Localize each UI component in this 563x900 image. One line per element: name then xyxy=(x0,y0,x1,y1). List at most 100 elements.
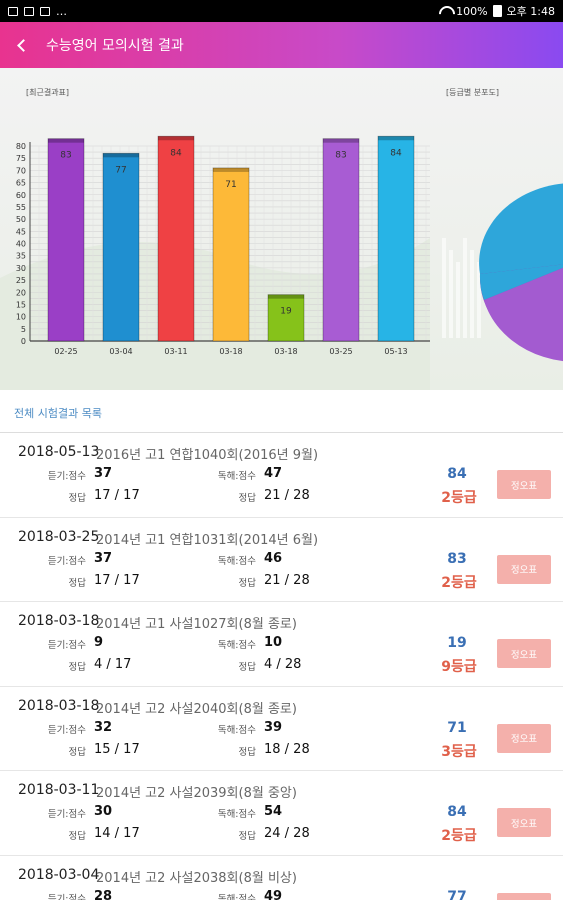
decorative-bar xyxy=(442,238,446,338)
answer-sheet-button[interactable]: 정오표 xyxy=(497,554,551,584)
bar-cap xyxy=(158,136,194,141)
total-score: 19 xyxy=(447,635,467,651)
bar xyxy=(322,138,360,342)
y-tick-label: 75 xyxy=(16,154,26,163)
answer-sheet-button[interactable]: 정오표 xyxy=(497,639,551,668)
reading-correct-value: 24 / 28 xyxy=(264,826,310,841)
y-tick-label: 0 xyxy=(21,337,26,346)
listening-score-value: 37 xyxy=(94,550,113,566)
status-bar: … 100% 오후 1:48 xyxy=(0,0,563,22)
result-row[interactable]: 2018-05-13 2016년 고1 연합1040회(2016년 9월) 듣기… xyxy=(0,433,563,518)
result-exam-name: 2014년 고1 연합1031회(2014년 6월) xyxy=(96,532,319,548)
listening-score-label: 듣기:점수 xyxy=(47,724,86,736)
y-tick-label: 40 xyxy=(16,240,26,249)
listening-score-value: 32 xyxy=(94,719,113,735)
answer-sheet-button[interactable]: 정오표 xyxy=(497,470,551,499)
page-title: 수능영어 모의시험 결과 xyxy=(46,38,184,54)
listening-correct-value: 15 / 17 xyxy=(94,741,140,757)
bar-cap xyxy=(268,294,304,299)
listening-score-label: 듣기:점수 xyxy=(47,640,86,651)
y-tick-label: 15 xyxy=(16,300,26,309)
pie-chart-title: [등급별 분포도] xyxy=(446,87,499,97)
bar-value-label: 84 xyxy=(170,148,182,158)
y-tick-label: 55 xyxy=(16,203,26,212)
grade-badge: 9등급 xyxy=(441,659,477,675)
decorative-bar xyxy=(456,262,460,338)
result-exam-name: 2014년 고2 사설2038회(8월 비상) xyxy=(96,870,297,886)
y-tick-label: 30 xyxy=(16,264,26,273)
listening-score-label: 듣기:점수 xyxy=(47,893,86,900)
decorative-bar xyxy=(470,250,474,338)
result-row[interactable]: 2018-03-11 2014년 고2 사설2039회(8월 중앙) 듣기:점수… xyxy=(0,771,563,856)
bar-cap xyxy=(323,138,359,143)
reading-correct-label: 정답 xyxy=(238,577,256,589)
gallery-icon xyxy=(8,6,18,16)
back-arrow-icon xyxy=(16,38,30,52)
reading-score-label: 독해:점수 xyxy=(217,640,256,651)
result-exam-name: 2016년 고1 연합1040회(2016년 9월) xyxy=(96,448,319,463)
result-row[interactable]: 2018-03-18 2014년 고1 사설1027회(8월 종로) 듣기:점수… xyxy=(0,602,563,687)
clock: 오후 1:48 xyxy=(506,5,555,18)
result-row[interactable]: 2018-03-25 2014년 고1 연합1031회(2014년 6월) 듣기… xyxy=(0,517,563,602)
listening-score-label: 듣기:점수 xyxy=(47,809,86,820)
message-icon xyxy=(40,6,50,16)
listening-correct-value: 17 / 17 xyxy=(94,572,140,588)
reading-score-value: 39 xyxy=(264,719,283,735)
x-tick-label: 03-25 xyxy=(329,347,352,356)
total-score: 84 xyxy=(447,466,467,482)
y-tick-label: 25 xyxy=(16,276,26,285)
grade-badge: 2등급 xyxy=(441,828,477,844)
result-date: 2018-03-18 xyxy=(18,697,100,714)
bar-value-label: 19 xyxy=(280,307,292,317)
bar-value-label: 83 xyxy=(60,151,71,161)
reading-correct-label: 정답 xyxy=(238,662,256,673)
reading-correct-label: 정답 xyxy=(238,831,256,842)
back-button[interactable] xyxy=(0,22,40,68)
listening-score-label: 듣기:점수 xyxy=(47,471,86,482)
total-score: 83 xyxy=(447,550,467,567)
answer-sheet-button[interactable]: 정오표 xyxy=(497,892,551,900)
reading-correct-label: 정답 xyxy=(238,746,256,758)
reading-correct-value: 21 / 28 xyxy=(264,572,310,588)
y-tick-label: 65 xyxy=(16,179,26,188)
more-notifications-icon: … xyxy=(56,4,67,18)
decorative-bar xyxy=(449,250,453,338)
answer-sheet-button[interactable]: 정오표 xyxy=(497,808,551,837)
bar-value-label: 77 xyxy=(115,165,126,175)
bar-value-label: 83 xyxy=(335,151,346,161)
bar-value-label: 71 xyxy=(225,180,236,190)
bar-cap xyxy=(213,167,249,172)
bar-cap xyxy=(103,153,139,158)
reading-score-label: 독해:점수 xyxy=(217,724,256,736)
result-exam-name: 2014년 고2 사설2040회(8월 종로) xyxy=(96,701,297,717)
bar xyxy=(212,167,250,342)
result-exam-name: 2014년 고2 사설2039회(8월 중앙) xyxy=(96,786,297,801)
chart-bars xyxy=(47,135,415,342)
reading-correct-label: 정답 xyxy=(238,493,256,504)
grade-badge: 2등급 xyxy=(441,490,477,506)
bar xyxy=(267,294,305,342)
listening-score-value: 9 xyxy=(94,635,104,650)
bar-value-label: 84 xyxy=(390,148,402,158)
listening-score-value: 30 xyxy=(94,804,113,819)
list-title: 전체 시험결과 목록 xyxy=(14,407,102,420)
result-date: 2018-03-25 xyxy=(18,528,100,545)
y-tick-label: 70 xyxy=(16,166,26,175)
x-tick-label: 03-18 xyxy=(274,347,297,356)
total-score: 71 xyxy=(447,719,467,736)
reading-score-label: 독해:점수 xyxy=(217,809,256,820)
notification-icon xyxy=(24,6,34,16)
result-row[interactable]: 2018-03-18 2014년 고2 사설2040회(8월 종로) 듣기:점수… xyxy=(0,686,563,771)
chart-panel: [최근결과표] [등급별 분포도] 0 5 10 15 20 25 30 35 40 45 50 55… xyxy=(0,68,563,390)
reading-score-label: 독해:점수 xyxy=(217,471,256,482)
result-row[interactable]: 2018-03-04 2014년 고2 사설2038회(8월 비상) 듣기:점수… xyxy=(0,855,563,900)
result-date: 2018-03-04 xyxy=(18,866,100,883)
status-icons-left: … xyxy=(8,5,67,18)
answer-sheet-button[interactable]: 정오표 xyxy=(497,723,551,753)
y-tick-label: 20 xyxy=(16,288,26,297)
pie-slice-purple xyxy=(484,267,563,362)
reading-score-value: 46 xyxy=(264,550,283,566)
grade-badge: 2등급 xyxy=(441,574,477,591)
listening-score-label: 듣기:점수 xyxy=(47,555,86,567)
x-tick-label: 03-11 xyxy=(164,347,187,356)
